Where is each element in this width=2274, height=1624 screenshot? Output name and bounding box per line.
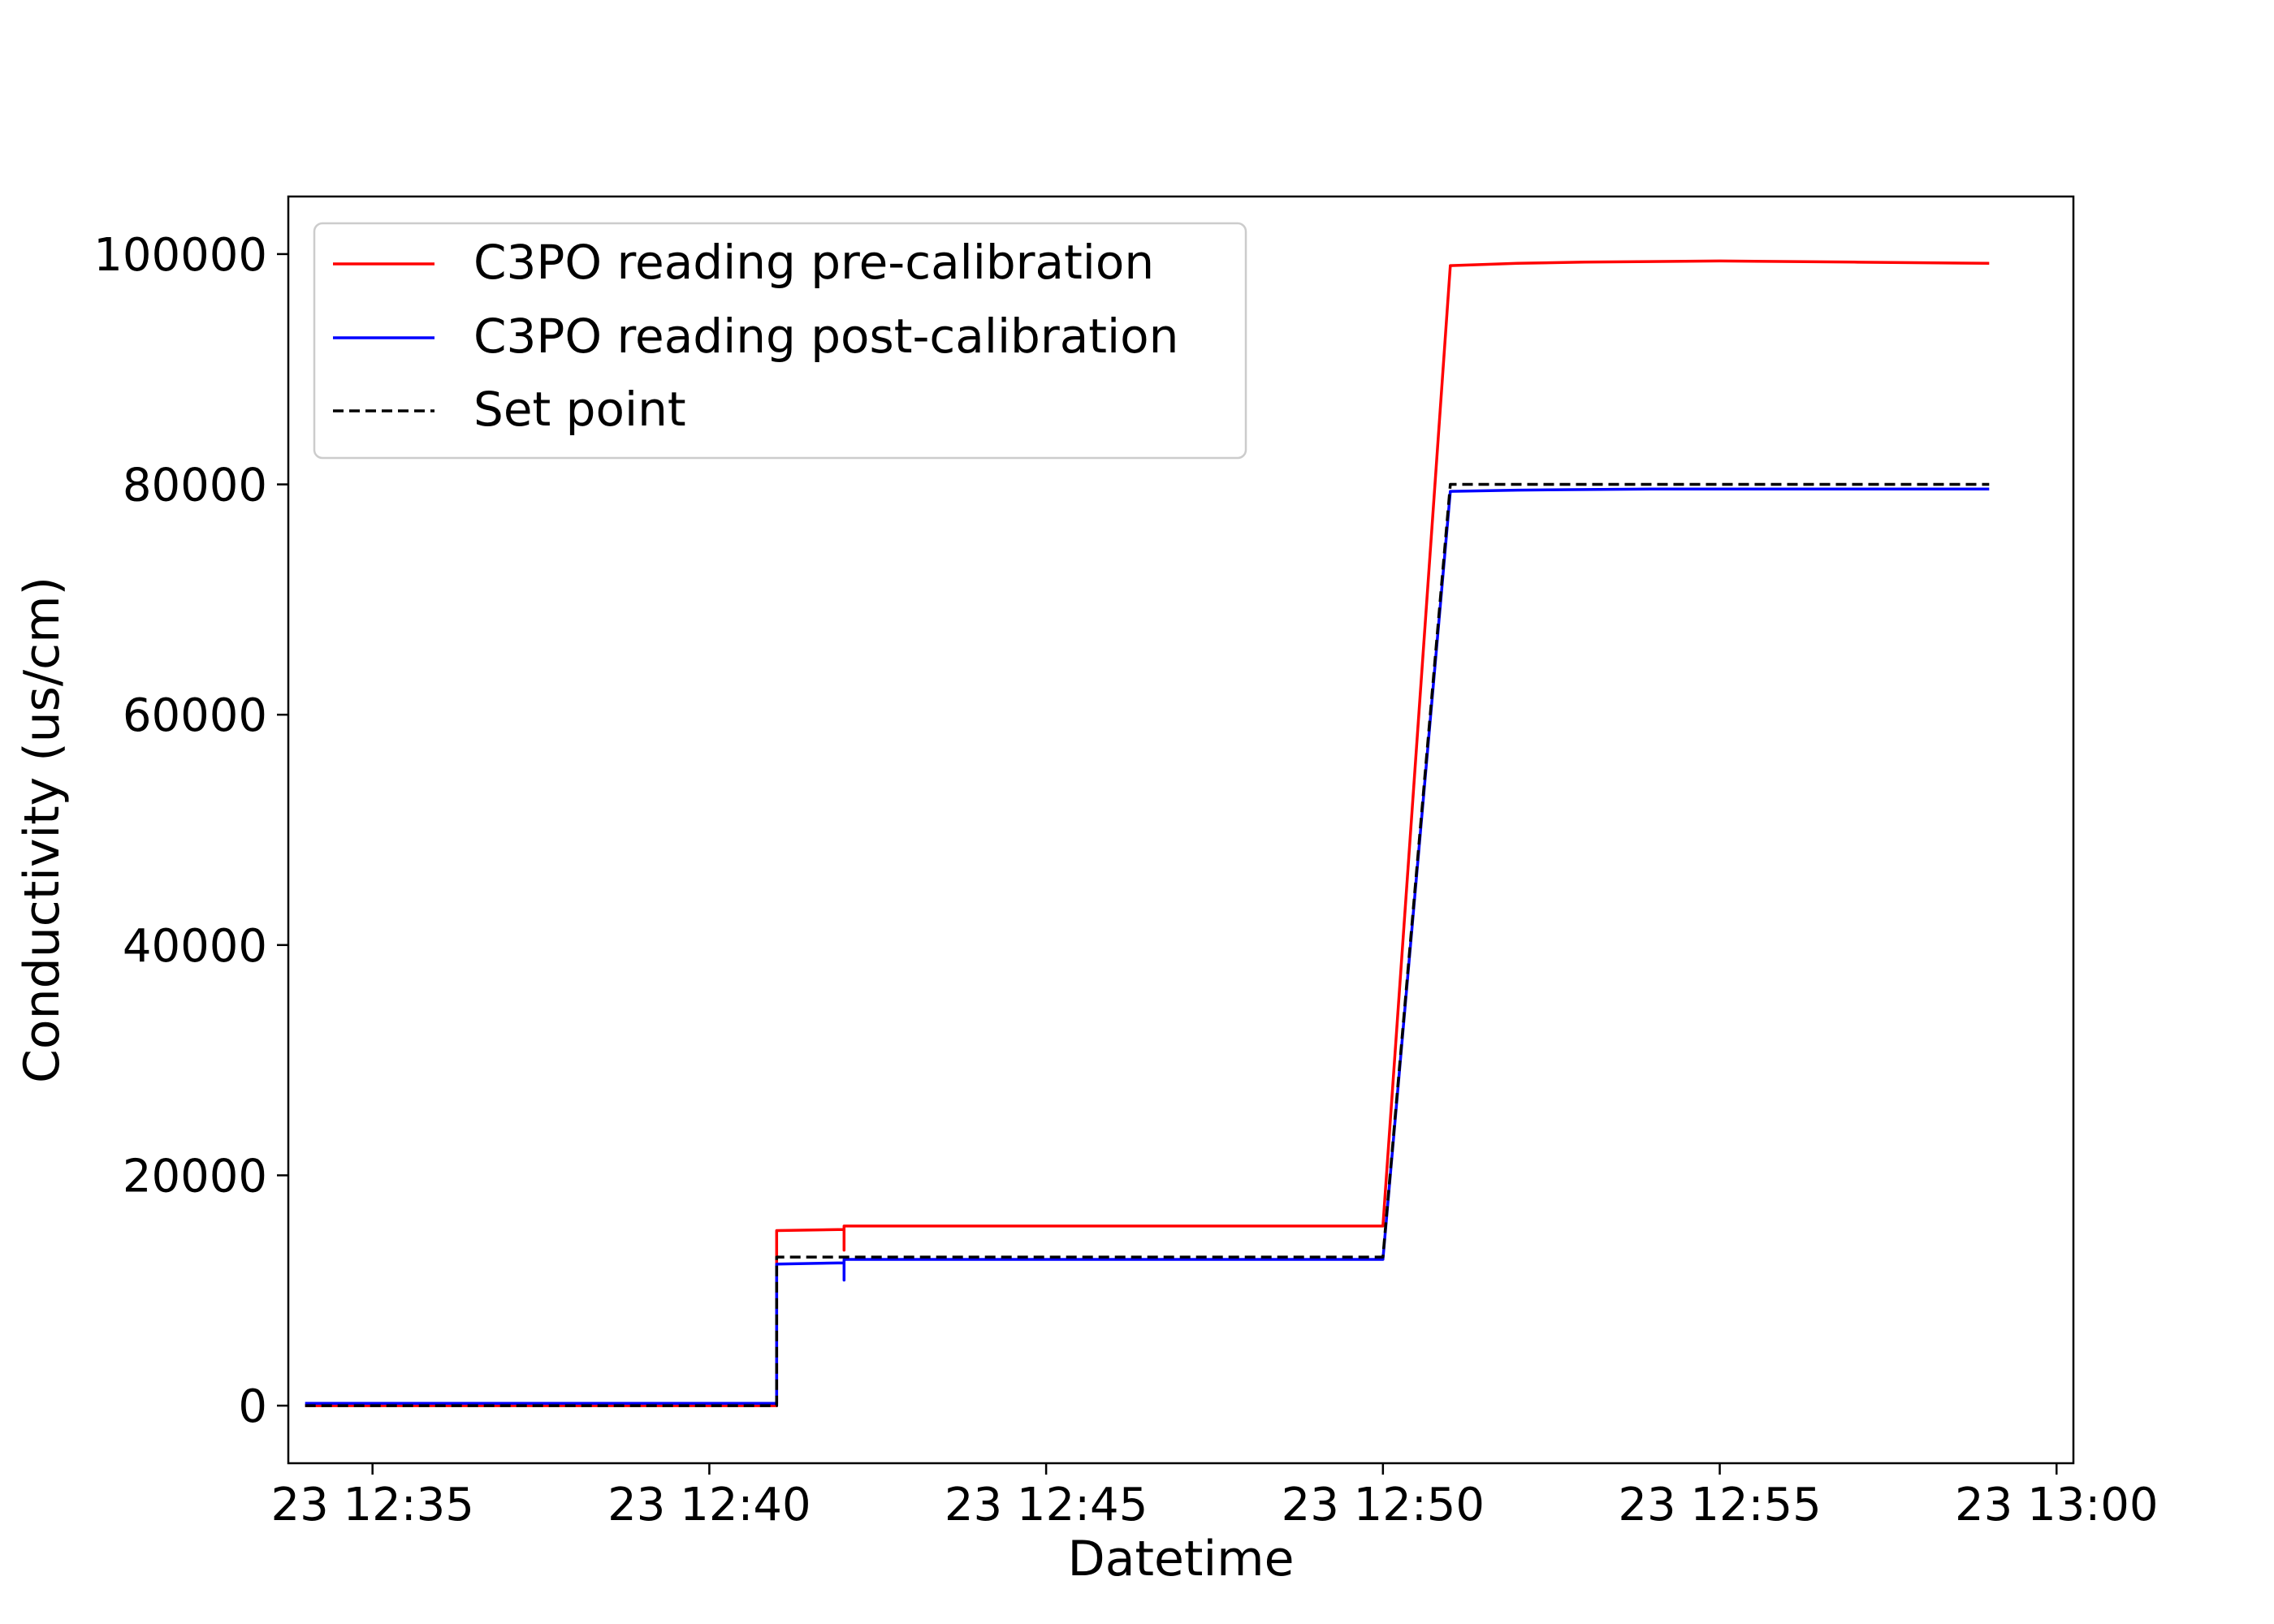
y-axis: 0 20000 40000 60000 80000 100000 <box>93 229 288 1433</box>
series-line-0 <box>305 259 1990 1407</box>
y-tick-label-1: 20000 <box>123 1150 267 1203</box>
plot-frame <box>287 195 2075 1465</box>
series-line-1 <box>305 487 1990 1406</box>
x-tick-label-1: 23 12:40 <box>607 1479 811 1531</box>
series-line-2 <box>305 482 1990 1407</box>
y-tick-label-5: 100000 <box>93 229 267 282</box>
legend-box <box>313 222 1247 460</box>
legend-label-set-point: Set point <box>473 382 686 437</box>
y-tick-label-3: 60000 <box>123 689 267 742</box>
legend-label-pre-calibration: C3PO reading pre-calibration <box>473 235 1154 290</box>
y-tick-label-2: 40000 <box>123 920 267 973</box>
y-axis-label: Conductivity (us/cm) <box>14 577 71 1083</box>
y-tick-label-0: 0 <box>238 1380 267 1433</box>
x-tick-label-5: 23 13:00 <box>1955 1479 2158 1531</box>
x-axis-label: Datetime <box>1068 1531 1295 1587</box>
x-tick-label-3: 23 12:50 <box>1282 1479 1485 1531</box>
x-axis: 23 12:35 23 12:40 23 12:45 23 12:50 23 12:55… <box>270 1463 2158 1531</box>
legend: C3PO reading pre-calibration C3PO readin… <box>313 222 1247 460</box>
y-tick-label-4: 80000 <box>123 460 267 512</box>
series-layer <box>305 259 1990 1407</box>
legend-label-post-calibration: C3PO reading post-calibration <box>473 309 1178 364</box>
x-tick-label-0: 23 12:35 <box>270 1479 473 1531</box>
x-tick-label-2: 23 12:45 <box>945 1479 1148 1531</box>
x-tick-label-4: 23 12:55 <box>1618 1479 1821 1531</box>
